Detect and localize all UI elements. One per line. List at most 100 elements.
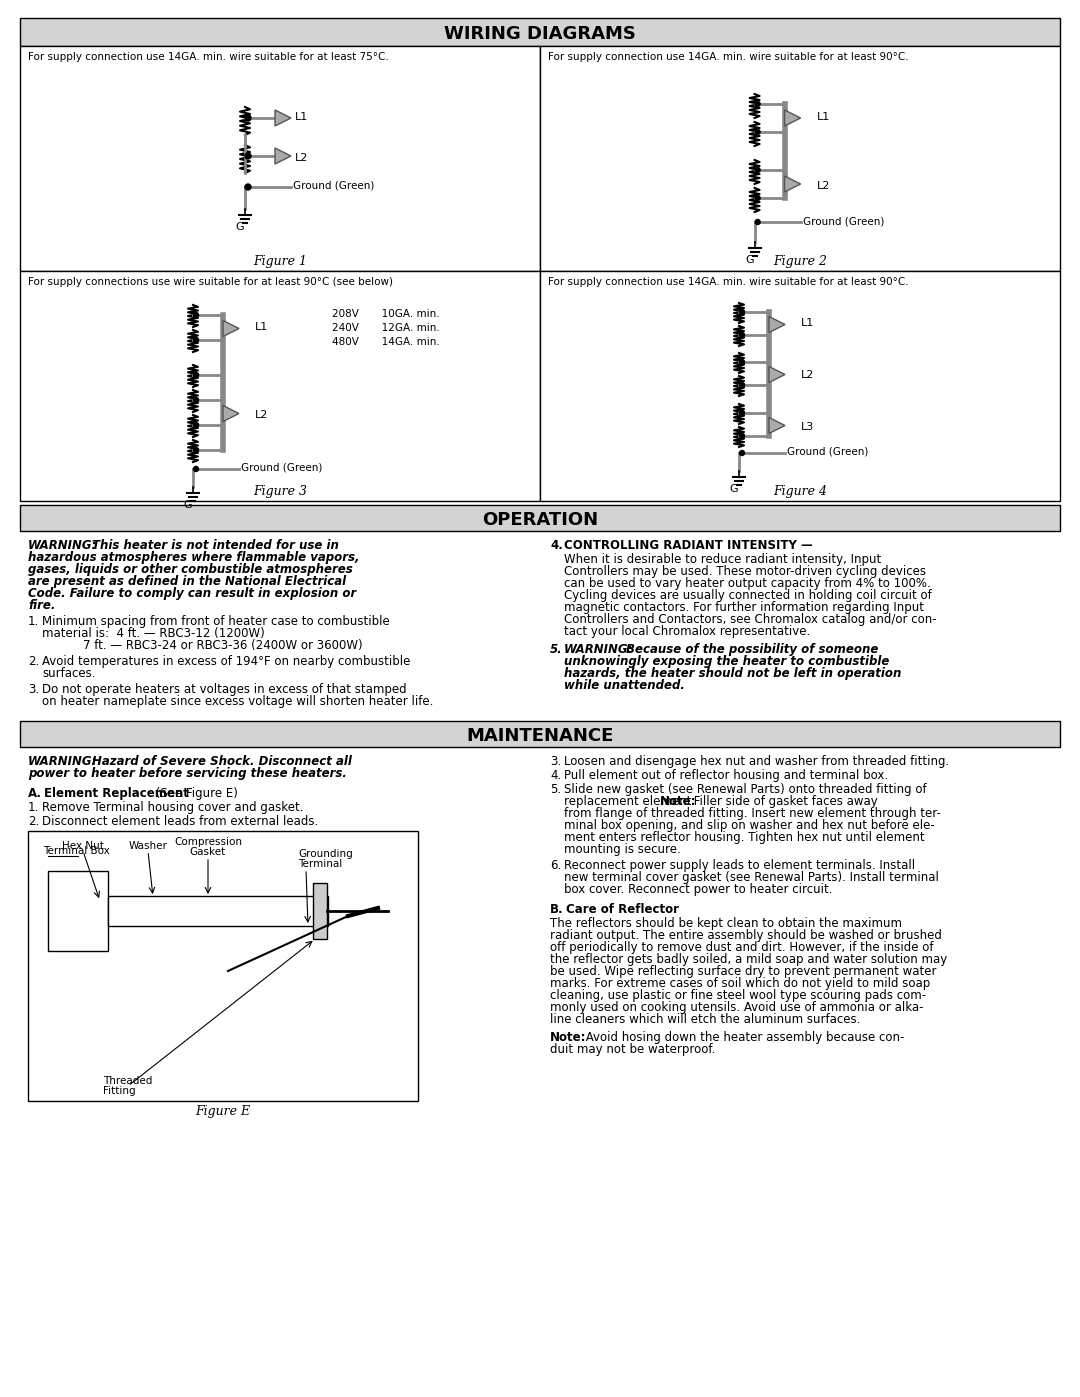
Text: Slide new gasket (see Renewal Parts) onto threaded fitting of: Slide new gasket (see Renewal Parts) ont… xyxy=(564,782,927,796)
Text: marks. For extreme cases of soil which do not yield to mild soap: marks. For extreme cases of soil which d… xyxy=(550,977,930,990)
Text: Ground (Green): Ground (Green) xyxy=(802,217,883,226)
Circle shape xyxy=(755,196,760,201)
Text: Gasket: Gasket xyxy=(190,847,226,856)
Text: Note:: Note: xyxy=(550,1031,586,1044)
Circle shape xyxy=(740,332,744,338)
Text: Terminal Box: Terminal Box xyxy=(43,847,110,856)
Circle shape xyxy=(245,115,251,122)
Text: 4.: 4. xyxy=(550,539,563,552)
Text: gases, liquids or other combustible atmospheres: gases, liquids or other combustible atmo… xyxy=(28,563,353,576)
Text: For supply connection use 14GA. min. wire suitable for at least 75°C.: For supply connection use 14GA. min. wir… xyxy=(28,52,389,61)
Text: Reconnect power supply leads to element terminals. Install: Reconnect power supply leads to element … xyxy=(564,859,915,872)
Text: unknowingly exposing the heater to combustible: unknowingly exposing the heater to combu… xyxy=(564,655,889,668)
Text: L3: L3 xyxy=(801,422,814,432)
Text: Code. Failure to comply can result in explosion or: Code. Failure to comply can result in ex… xyxy=(28,587,356,599)
Text: L2: L2 xyxy=(816,182,829,191)
Text: L2: L2 xyxy=(801,370,814,380)
Text: Figure 4: Figure 4 xyxy=(773,485,827,497)
Text: 2.: 2. xyxy=(28,655,39,668)
Text: magnetic contactors. For further information regarding Input: magnetic contactors. For further informa… xyxy=(564,601,924,615)
Text: Figure 3: Figure 3 xyxy=(253,485,307,497)
Text: Minimum spacing from front of heater case to combustible: Minimum spacing from front of heater cas… xyxy=(42,615,390,629)
Text: fire.: fire. xyxy=(28,599,55,612)
Text: Controllers may be used. These motor-driven cycling devices: Controllers may be used. These motor-dri… xyxy=(564,564,926,578)
Text: CONTROLLING RADIANT INTENSITY —: CONTROLLING RADIANT INTENSITY — xyxy=(564,539,813,552)
Text: 7 ft. — RBC3-24 or RBC3-36 (2400W or 3600W): 7 ft. — RBC3-24 or RBC3-36 (2400W or 360… xyxy=(83,638,363,652)
Text: Ground (Green): Ground (Green) xyxy=(293,182,375,191)
Polygon shape xyxy=(769,366,785,383)
Circle shape xyxy=(755,219,760,225)
Text: 3.: 3. xyxy=(550,754,562,768)
Text: For supply connections use wire suitable for at least 90°C (see below): For supply connections use wire suitable… xyxy=(28,277,393,286)
Text: 208V       10GA. min.: 208V 10GA. min. xyxy=(332,309,440,319)
Bar xyxy=(48,870,108,951)
Text: Ground (Green): Ground (Green) xyxy=(241,462,322,474)
Bar xyxy=(108,895,328,926)
Text: For supply connection use 14GA. min. wire suitable for at least 90°C.: For supply connection use 14GA. min. wir… xyxy=(548,52,908,61)
Text: hazards, the heater should not be left in operation: hazards, the heater should not be left i… xyxy=(564,666,902,680)
Text: Pull element out of reflector housing and terminal box.: Pull element out of reflector housing an… xyxy=(564,768,888,782)
Text: power to heater before servicing these heaters.: power to heater before servicing these h… xyxy=(28,767,347,780)
Text: Element Replacement: Element Replacement xyxy=(44,787,189,800)
Text: WARNING:: WARNING: xyxy=(28,754,97,768)
Text: L1: L1 xyxy=(295,112,308,122)
Text: MAINTENANCE: MAINTENANCE xyxy=(467,726,613,745)
Polygon shape xyxy=(275,110,291,126)
Text: Figure 1: Figure 1 xyxy=(253,256,307,268)
Text: Cycling devices are usually connected in holding coil circuit of: Cycling devices are usually connected in… xyxy=(564,590,932,602)
Text: radiant output. The entire assembly should be washed or brushed: radiant output. The entire assembly shou… xyxy=(550,929,942,942)
Text: cleaning, use plastic or fine steel wool type scouring pads com-: cleaning, use plastic or fine steel wool… xyxy=(550,989,927,1002)
Text: Remove Terminal housing cover and gasket.: Remove Terminal housing cover and gasket… xyxy=(42,800,303,814)
Text: Hazard of Severe Shock. Disconnect all: Hazard of Severe Shock. Disconnect all xyxy=(92,754,352,768)
Bar xyxy=(21,721,1059,747)
Bar xyxy=(21,504,1059,531)
Circle shape xyxy=(755,168,760,172)
Text: L2: L2 xyxy=(255,409,268,419)
Text: Disconnect element leads from external leads.: Disconnect element leads from external l… xyxy=(42,814,319,828)
Polygon shape xyxy=(784,176,800,191)
Text: duit may not be waterproof.: duit may not be waterproof. xyxy=(550,1044,715,1056)
Text: Filler side of gasket faces away: Filler side of gasket faces away xyxy=(690,795,878,807)
Text: off periodically to remove dust and dirt. However, if the inside of: off periodically to remove dust and dirt… xyxy=(550,942,933,954)
Text: The reflectors should be kept clean to obtain the maximum: The reflectors should be kept clean to o… xyxy=(550,916,902,930)
Text: WIRING DIAGRAMS: WIRING DIAGRAMS xyxy=(444,25,636,43)
Text: Hex Nut: Hex Nut xyxy=(62,841,104,851)
Text: Loosen and disengage hex nut and washer from threaded fitting.: Loosen and disengage hex nut and washer … xyxy=(564,754,949,768)
Polygon shape xyxy=(222,320,239,337)
Text: can be used to vary heater output capacity from 4% to 100%.: can be used to vary heater output capaci… xyxy=(564,577,931,590)
Text: 5.: 5. xyxy=(550,643,563,657)
Text: G: G xyxy=(184,500,192,510)
Text: Controllers and Contactors, see Chromalox catalog and/or con-: Controllers and Contactors, see Chromalo… xyxy=(564,613,936,626)
Polygon shape xyxy=(222,405,239,422)
Bar xyxy=(540,271,1059,502)
Text: G: G xyxy=(745,256,754,265)
Polygon shape xyxy=(769,317,785,332)
Text: ment enters reflector housing. Tighten hex nut until element: ment enters reflector housing. Tighten h… xyxy=(564,831,924,844)
Circle shape xyxy=(755,130,760,134)
Text: 2.: 2. xyxy=(28,814,39,828)
Text: 1.: 1. xyxy=(28,800,39,814)
Text: minal box opening, and slip on washer and hex nut before ele-: minal box opening, and slip on washer an… xyxy=(564,819,935,833)
Text: WARNING:: WARNING: xyxy=(28,539,97,552)
Text: For supply connection use 14GA. min. wire suitable for at least 90°C.: For supply connection use 14GA. min. wir… xyxy=(548,277,908,286)
Text: are present as defined in the National Electrical: are present as defined in the National E… xyxy=(28,576,346,588)
Circle shape xyxy=(755,102,760,106)
Circle shape xyxy=(740,310,744,314)
Text: Avoid hosing down the heater assembly because con-: Avoid hosing down the heater assembly be… xyxy=(582,1031,904,1044)
Text: replacement element.: replacement element. xyxy=(564,795,699,807)
Circle shape xyxy=(193,467,199,472)
Text: G: G xyxy=(730,483,739,495)
Text: 240V       12GA. min.: 240V 12GA. min. xyxy=(332,323,440,332)
Circle shape xyxy=(740,359,744,365)
Text: (See Figure E): (See Figure E) xyxy=(152,787,238,800)
Text: Washer: Washer xyxy=(129,841,167,851)
Text: B.: B. xyxy=(550,902,564,916)
Circle shape xyxy=(740,411,744,415)
Text: Do not operate heaters at voltages in excess of that stamped: Do not operate heaters at voltages in ex… xyxy=(42,683,407,696)
Text: Figure 2: Figure 2 xyxy=(773,256,827,268)
Bar xyxy=(21,271,540,502)
Polygon shape xyxy=(275,148,291,163)
Text: be used. Wipe reflecting surface dry to prevent permanent water: be used. Wipe reflecting surface dry to … xyxy=(550,965,936,978)
Circle shape xyxy=(740,450,744,455)
Circle shape xyxy=(193,422,199,427)
